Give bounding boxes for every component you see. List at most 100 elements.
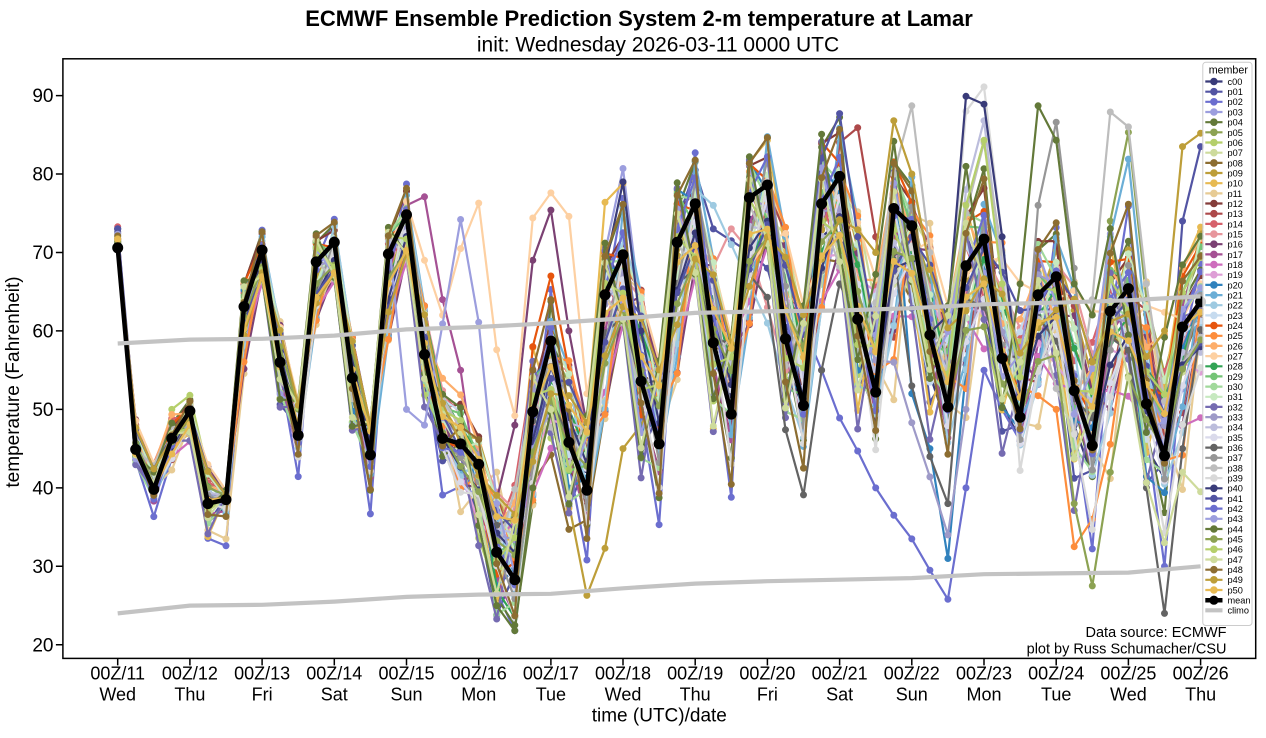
svg-text:p19: p19 — [1228, 270, 1243, 280]
svg-text:p39: p39 — [1228, 474, 1243, 484]
svg-text:p41: p41 — [1228, 494, 1243, 504]
svg-text:p28: p28 — [1228, 362, 1243, 372]
svg-text:Fri: Fri — [252, 685, 273, 705]
svg-text:Thu: Thu — [1185, 685, 1216, 705]
svg-text:p40: p40 — [1228, 484, 1243, 494]
svg-text:Thu: Thu — [174, 685, 205, 705]
svg-text:ECMWF Ensemble Prediction Syst: ECMWF Ensemble Prediction System 2-m tem… — [305, 6, 973, 31]
svg-text:p30: p30 — [1228, 382, 1243, 392]
svg-text:temperature (Fahrenheit): temperature (Fahrenheit) — [3, 276, 24, 487]
svg-text:00Z/12: 00Z/12 — [162, 664, 218, 684]
svg-text:Sat: Sat — [321, 685, 348, 705]
svg-text:p05: p05 — [1228, 128, 1243, 138]
svg-text:Mon: Mon — [966, 685, 1001, 705]
svg-text:p02: p02 — [1228, 97, 1243, 107]
svg-text:00Z/15: 00Z/15 — [378, 664, 434, 684]
svg-text:00Z/16: 00Z/16 — [451, 664, 507, 684]
svg-text:p21: p21 — [1228, 291, 1243, 301]
svg-text:00Z/11: 00Z/11 — [90, 664, 145, 684]
svg-text:40: 40 — [32, 478, 53, 499]
svg-text:p42: p42 — [1228, 504, 1243, 514]
svg-text:p43: p43 — [1228, 514, 1243, 524]
svg-text:p17: p17 — [1228, 250, 1243, 260]
svg-text:00Z/19: 00Z/19 — [667, 664, 723, 684]
svg-text:p04: p04 — [1228, 118, 1243, 128]
svg-text:p20: p20 — [1228, 280, 1243, 290]
svg-text:p08: p08 — [1228, 158, 1243, 168]
svg-text:init: Wednesday 2026-03-11 000: init: Wednesday 2026-03-11 0000 UTC — [477, 34, 839, 57]
svg-text:p49: p49 — [1228, 575, 1243, 585]
svg-text:p33: p33 — [1228, 413, 1243, 423]
svg-text:p15: p15 — [1228, 230, 1243, 240]
svg-text:Tue: Tue — [536, 685, 566, 705]
svg-text:p09: p09 — [1228, 168, 1243, 178]
svg-text:00Z/20: 00Z/20 — [739, 664, 795, 684]
svg-text:Tue: Tue — [1041, 685, 1071, 705]
svg-text:p50: p50 — [1228, 585, 1243, 595]
svg-text:50: 50 — [32, 400, 53, 421]
svg-text:p38: p38 — [1228, 463, 1243, 473]
svg-text:p37: p37 — [1228, 453, 1243, 463]
svg-text:p03: p03 — [1228, 107, 1243, 117]
svg-text:climo: climo — [1228, 606, 1249, 616]
svg-text:p10: p10 — [1228, 179, 1243, 189]
svg-text:Data source: ECMWF: Data source: ECMWF — [1086, 625, 1227, 641]
svg-text:00Z/23: 00Z/23 — [956, 664, 1012, 684]
svg-text:Mon: Mon — [461, 685, 496, 705]
svg-text:p35: p35 — [1228, 433, 1243, 443]
svg-text:p25: p25 — [1228, 331, 1243, 341]
svg-text:p26: p26 — [1228, 341, 1243, 351]
svg-text:p48: p48 — [1228, 565, 1243, 575]
svg-text:p36: p36 — [1228, 443, 1243, 453]
svg-text:p24: p24 — [1228, 321, 1243, 331]
svg-text:90: 90 — [32, 86, 53, 107]
svg-text:00Z/25: 00Z/25 — [1100, 664, 1156, 684]
svg-text:p11: p11 — [1228, 189, 1243, 199]
svg-text:p32: p32 — [1228, 402, 1243, 412]
svg-text:p14: p14 — [1228, 219, 1243, 229]
svg-text:00Z/13: 00Z/13 — [234, 664, 290, 684]
svg-text:p07: p07 — [1228, 148, 1243, 158]
svg-text:60: 60 — [32, 321, 53, 342]
svg-text:time (UTC)/date: time (UTC)/date — [592, 706, 727, 727]
svg-text:30: 30 — [32, 557, 53, 578]
svg-text:p01: p01 — [1228, 87, 1243, 97]
svg-text:Fri: Fri — [757, 685, 778, 705]
svg-text:p34: p34 — [1228, 423, 1243, 433]
svg-text:c00: c00 — [1228, 77, 1243, 87]
svg-text:00Z/17: 00Z/17 — [523, 664, 579, 684]
svg-text:p16: p16 — [1228, 240, 1243, 250]
svg-text:00Z/26: 00Z/26 — [1173, 664, 1229, 684]
svg-text:Sun: Sun — [390, 685, 422, 705]
svg-text:00Z/21: 00Z/21 — [812, 664, 868, 684]
svg-text:member: member — [1209, 65, 1249, 77]
svg-text:00Z/24: 00Z/24 — [1028, 664, 1084, 684]
svg-text:p27: p27 — [1228, 352, 1243, 362]
svg-text:Thu: Thu — [680, 685, 711, 705]
svg-text:p18: p18 — [1228, 260, 1243, 270]
svg-text:p47: p47 — [1228, 555, 1243, 565]
svg-text:p22: p22 — [1228, 301, 1243, 311]
svg-text:p31: p31 — [1228, 392, 1243, 402]
svg-text:p45: p45 — [1228, 535, 1243, 545]
svg-text:Sat: Sat — [826, 685, 853, 705]
svg-text:mean: mean — [1228, 596, 1251, 606]
svg-text:Wed: Wed — [605, 685, 642, 705]
svg-text:p13: p13 — [1228, 209, 1243, 219]
svg-text:Sun: Sun — [896, 685, 928, 705]
svg-text:00Z/22: 00Z/22 — [884, 664, 940, 684]
svg-text:p29: p29 — [1228, 372, 1243, 382]
svg-text:p44: p44 — [1228, 524, 1243, 534]
svg-text:80: 80 — [32, 165, 53, 186]
svg-text:p46: p46 — [1228, 545, 1243, 555]
svg-text:plot by Russ Schumacher/CSU: plot by Russ Schumacher/CSU — [1027, 642, 1227, 658]
svg-text:00Z/14: 00Z/14 — [306, 664, 362, 684]
svg-text:Wed: Wed — [1110, 685, 1147, 705]
svg-text:70: 70 — [32, 243, 53, 264]
svg-text:Wed: Wed — [99, 685, 136, 705]
svg-text:p06: p06 — [1228, 138, 1243, 148]
svg-text:00Z/18: 00Z/18 — [595, 664, 651, 684]
svg-text:p23: p23 — [1228, 311, 1243, 321]
svg-text:p12: p12 — [1228, 199, 1243, 209]
svg-text:20: 20 — [32, 635, 53, 656]
